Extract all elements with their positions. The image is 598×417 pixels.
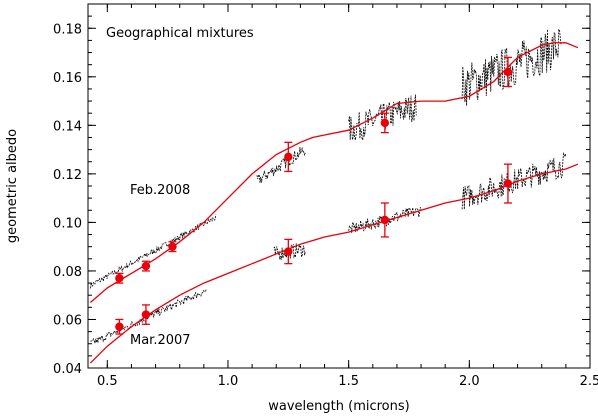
data-point bbox=[115, 274, 124, 283]
observed-spectrum-segment bbox=[461, 28, 562, 106]
y-tick-label: 0.14 bbox=[53, 119, 82, 134]
data-point bbox=[380, 215, 390, 225]
axis-ticks: 0.5 1.0 1.5 2.0 2.5 0.04 0.06 0.08 0.10 0.12 0.14 0… bbox=[53, 4, 598, 389]
y-axis-label: geometric albedo bbox=[5, 129, 20, 243]
y-tick-label: 0.08 bbox=[53, 265, 82, 280]
x-tick-label: 2.5 bbox=[580, 374, 598, 389]
data-point bbox=[380, 118, 390, 128]
data-point bbox=[115, 322, 124, 331]
observed-spectrum-segment bbox=[90, 289, 207, 344]
observed-spectrum-segment bbox=[90, 214, 217, 289]
y-tick-label: 0.16 bbox=[53, 71, 82, 86]
series-label-feb-2008: Feb.2008 bbox=[130, 183, 190, 198]
data-point bbox=[141, 310, 151, 319]
observed-spectrum-segment bbox=[256, 146, 306, 183]
x-tick-label: 1.0 bbox=[218, 374, 239, 389]
y-tick-label: 0.06 bbox=[53, 313, 82, 328]
x-tick-label: 2.0 bbox=[459, 374, 480, 389]
data-point bbox=[284, 152, 293, 162]
y-tick-label: 0.10 bbox=[53, 216, 82, 231]
photometric-points bbox=[115, 56, 513, 335]
observed-spectrum-segment bbox=[461, 151, 567, 210]
series-label-mar-2007: Mar.2007 bbox=[130, 333, 191, 348]
y-tick-label: 0.04 bbox=[53, 362, 82, 377]
x-tick-label: 1.5 bbox=[338, 374, 359, 389]
x-axis-label: wavelength (microns) bbox=[268, 399, 409, 414]
data-point bbox=[503, 67, 513, 77]
y-tick-label: 0.18 bbox=[53, 22, 82, 37]
y-tick-label: 0.12 bbox=[53, 168, 82, 183]
x-tick-label: 0.5 bbox=[97, 374, 118, 389]
data-point bbox=[284, 247, 293, 256]
observed-spectrum-segment bbox=[348, 94, 417, 141]
data-point bbox=[503, 179, 513, 188]
data-point bbox=[141, 261, 151, 271]
model-curve bbox=[89, 42, 579, 303]
chart-annotation: Geographical mixtures bbox=[106, 26, 254, 41]
data-point bbox=[168, 242, 177, 251]
